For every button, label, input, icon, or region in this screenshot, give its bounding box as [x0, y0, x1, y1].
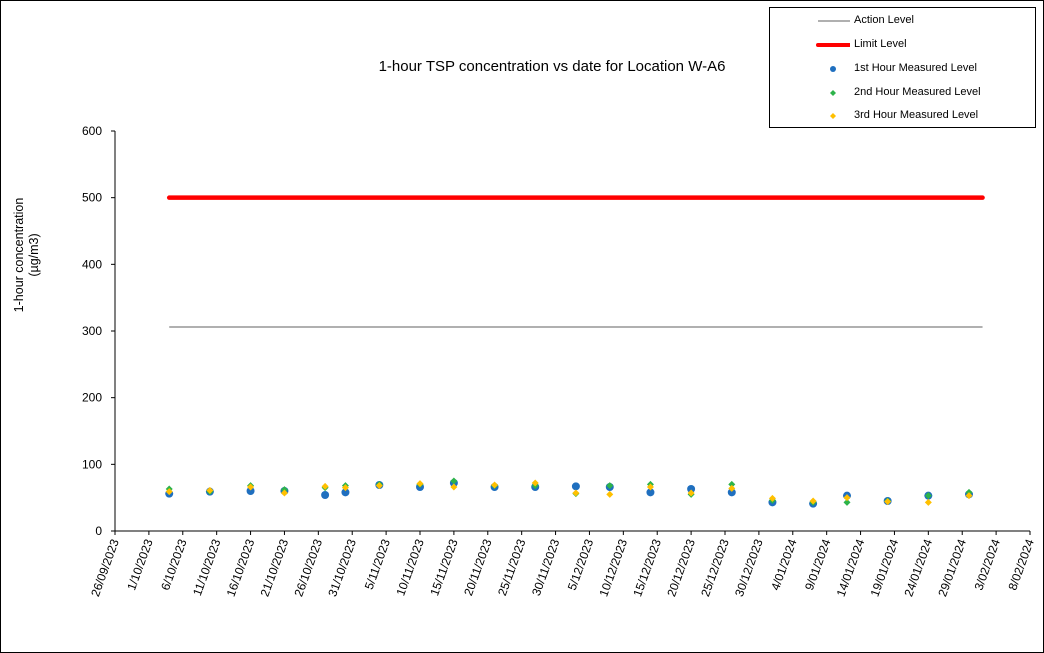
- y-tick-label: 100: [82, 457, 102, 471]
- x-tick-label: 5/12/2023: [565, 537, 597, 592]
- x-tick-label: 14/01/2024: [834, 537, 868, 599]
- data-point-series-1: [727, 488, 736, 497]
- chart-title: 1-hour TSP concentration vs date for Loc…: [378, 58, 726, 75]
- x-tick-label: 11/10/2023: [190, 537, 224, 598]
- x-tick-label: 26/10/2023: [291, 537, 325, 599]
- legend-swatch-limit-level: [816, 43, 850, 47]
- data-point-series-1: [246, 487, 255, 495]
- x-tick-label: 31/10/2023: [325, 537, 359, 599]
- x-tick-label: 8/02/2024: [1005, 537, 1037, 592]
- data-point-series-1: [646, 488, 655, 497]
- data-point-series-3: [884, 498, 892, 506]
- x-tick-label: 26/09/2023: [88, 537, 122, 599]
- data-point-series-3: [728, 484, 736, 492]
- legend-label-series-2: 2nd Hour Measured Level: [854, 86, 981, 98]
- data-point-series-2: [450, 477, 458, 485]
- x-tick-label: 10/12/2023: [596, 537, 630, 599]
- y-axis-label: 1-hour concentration (µg/m3): [12, 170, 42, 340]
- y-tick-label: 500: [82, 191, 102, 205]
- x-tick-label: 25/11/2023: [495, 537, 529, 598]
- x-tick-label: 24/01/2024: [901, 537, 935, 599]
- legend-swatch-series-1: [830, 66, 836, 72]
- x-tick-label: 30/11/2023: [529, 537, 563, 598]
- data-point-series-2: [606, 482, 614, 490]
- data-point-series-3: [450, 483, 458, 491]
- legend-swatch-series-3: [830, 113, 836, 119]
- y-tick-label: 600: [82, 124, 102, 138]
- data-point-series-3: [165, 488, 173, 496]
- y-axis-label-line1: 1-hour concentration: [12, 197, 26, 313]
- y-tick-label: 200: [82, 391, 102, 405]
- data-point-series-3: [687, 489, 695, 497]
- data-point-series-3: [965, 492, 973, 500]
- legend-item-series-1: 1st Hour Measured Level: [770, 59, 1035, 79]
- legend-label-series-1: 1st Hour Measured Level: [854, 62, 977, 74]
- data-point-series-3: [809, 497, 817, 505]
- data-point-series-2: [843, 498, 851, 506]
- legend-label-limit-level: Limit Level: [854, 38, 907, 50]
- legend-item-limit-level: Limit Level: [770, 35, 1035, 55]
- x-tick-label: 19/01/2024: [868, 537, 902, 599]
- legend-item-series-2: 2nd Hour Measured Level: [770, 83, 1035, 103]
- y-tick-label: 300: [82, 324, 102, 338]
- legend-label-action-level: Action Level: [854, 14, 914, 26]
- data-point-series-3: [572, 489, 580, 497]
- data-point-series-3: [206, 486, 214, 494]
- y-tick-label: 0: [95, 524, 102, 538]
- x-tick-label: 4/01/2024: [768, 537, 800, 592]
- data-point-series-3: [531, 479, 539, 487]
- data-point-series-3: [491, 481, 499, 489]
- x-tick-label: 1/10/2023: [124, 537, 156, 592]
- legend-label-series-3: 3rd Hour Measured Level: [854, 109, 979, 121]
- x-tick-label: 9/01/2024: [802, 537, 834, 592]
- legend-swatch-series-2: [830, 90, 836, 96]
- x-tick-label: 15/11/2023: [427, 537, 461, 598]
- data-point-series-3: [341, 484, 349, 492]
- data-point-series-2: [924, 492, 932, 500]
- x-tick-label: 6/10/2023: [158, 537, 190, 592]
- data-point-series-3: [247, 483, 255, 491]
- chart-legend: Action Level Limit Level 1st Hour Measur…: [769, 7, 1036, 128]
- x-tick-label: 30/12/2023: [732, 537, 766, 599]
- x-tick-label: 20/12/2023: [664, 537, 698, 599]
- data-point-series-3: [280, 489, 288, 497]
- x-tick-label: 10/11/2023: [393, 537, 427, 598]
- legend-item-action-level: Action Level: [770, 11, 1035, 31]
- data-point-series-3: [375, 482, 383, 490]
- x-tick-label: 21/10/2023: [258, 537, 292, 599]
- data-point-series-3: [646, 483, 654, 491]
- y-axis-label-line2: (µg/m3): [27, 233, 41, 277]
- data-point-series-1: [571, 482, 580, 491]
- data-point-series-1: [341, 488, 350, 497]
- x-tick-label: 25/12/2023: [698, 537, 732, 599]
- x-tick-label: 20/11/2023: [461, 537, 495, 598]
- x-tick-label: 16/10/2023: [224, 537, 258, 599]
- data-point-series-3: [768, 494, 776, 502]
- data-point-series-1: [321, 491, 330, 499]
- y-tick-label: 400: [82, 257, 102, 271]
- data-point-series-3: [606, 490, 614, 498]
- x-tick-label: 29/01/2024: [935, 537, 969, 599]
- x-tick-label: 5/11/2023: [362, 537, 393, 591]
- data-point-series-1: [687, 485, 696, 493]
- data-point-series-3: [843, 494, 851, 502]
- x-tick-label: 3/02/2024: [972, 537, 1004, 592]
- data-point-series-3: [924, 498, 932, 506]
- legend-swatch-action-level: [818, 20, 850, 22]
- data-point-series-2: [728, 480, 736, 488]
- x-tick-label: 15/12/2023: [630, 537, 664, 599]
- data-point-series-3: [416, 480, 424, 488]
- legend-item-series-3: 3rd Hour Measured Level: [770, 106, 1035, 126]
- data-point-series-3: [321, 482, 329, 490]
